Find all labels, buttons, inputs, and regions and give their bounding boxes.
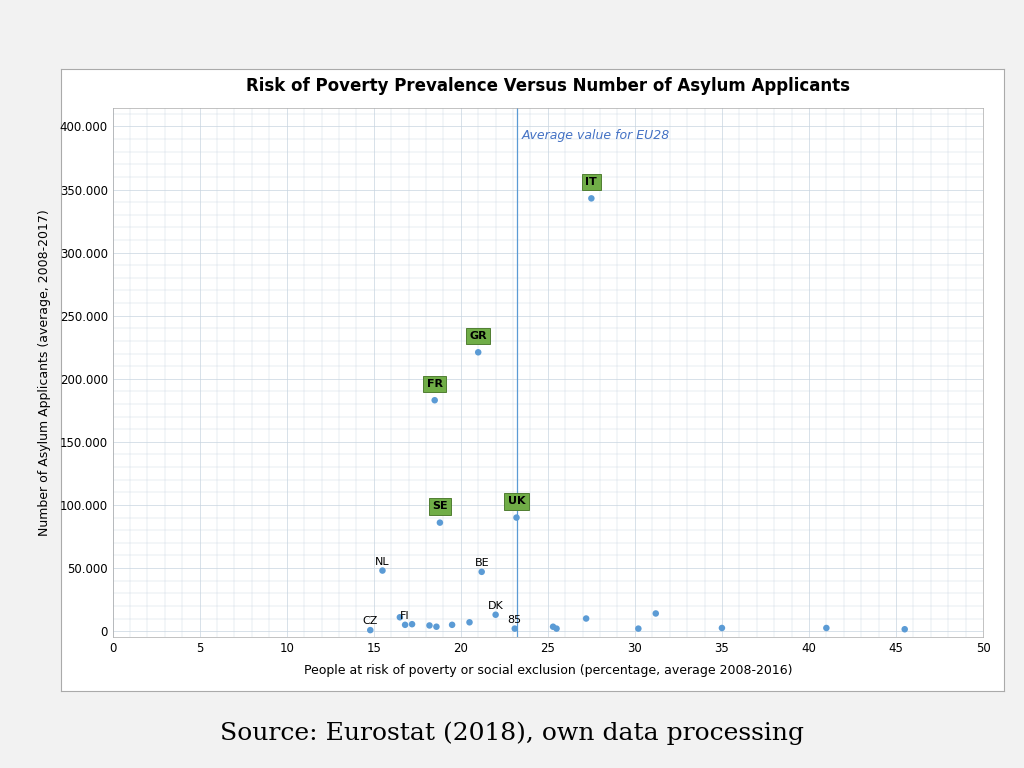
Point [897,623,913,635]
Point [714,622,730,634]
Text: 85: 85 [508,615,522,625]
Point [647,607,664,620]
Point [397,619,414,631]
Text: FI: FI [400,611,410,621]
Text: DK: DK [487,601,504,611]
Point [375,564,391,577]
Point [470,346,486,359]
Point [507,622,523,634]
Text: Source: Eurostat (2018), own data processing: Source: Eurostat (2018), own data proces… [220,722,804,745]
Point [545,621,561,633]
Title: Risk of Poverty Prevalence Versus Number of Asylum Applicants: Risk of Poverty Prevalence Versus Number… [246,77,850,95]
Point [578,612,594,624]
Point [508,511,524,524]
Point [392,611,409,624]
Point [421,619,437,631]
Point [818,622,835,634]
Text: SE: SE [432,502,447,511]
Point [630,622,646,634]
Point [487,608,504,621]
Point [461,616,477,628]
Point [584,192,600,204]
Point [362,624,379,636]
Point [473,566,489,578]
Text: CZ: CZ [362,617,378,627]
Text: Average value for EU28: Average value for EU28 [522,129,670,142]
X-axis label: People at risk of poverty or social exclusion (percentage, average 2008-2016): People at risk of poverty or social excl… [303,664,793,677]
Point [444,619,461,631]
Text: FR: FR [427,379,442,389]
Y-axis label: Number of Asylum Applicants (average, 2008-2017): Number of Asylum Applicants (average, 20… [38,209,51,536]
Point [428,621,444,633]
Text: IT: IT [586,177,597,187]
Text: BE: BE [474,558,489,568]
Point [426,394,442,406]
Text: GR: GR [469,331,487,341]
Point [403,618,420,631]
Point [549,622,565,634]
Text: UK: UK [508,496,525,506]
Point [432,517,449,529]
Text: NL: NL [375,557,390,567]
